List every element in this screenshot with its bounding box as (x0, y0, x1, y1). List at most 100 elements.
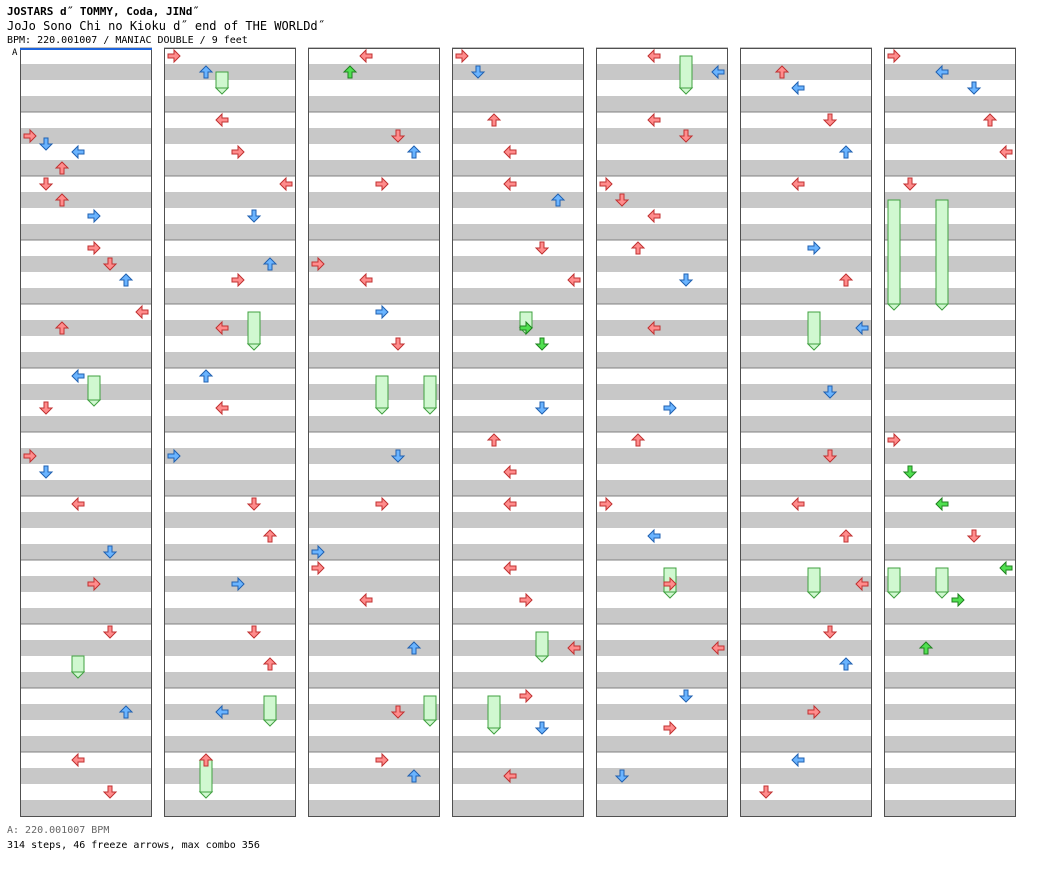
beat-band (452, 736, 584, 752)
beat-band (20, 336, 152, 352)
step-arrow-icon (822, 625, 838, 639)
freeze-tail (662, 591, 678, 599)
beat-band (452, 288, 584, 304)
beat-band (740, 352, 872, 368)
step-arrow-icon (663, 400, 677, 416)
beat-band (308, 656, 440, 672)
beat-band (308, 160, 440, 176)
step-arrow-icon (887, 432, 901, 448)
step-arrow-icon (246, 497, 262, 511)
step-arrow-icon (503, 560, 517, 576)
step-arrow-icon (791, 176, 805, 192)
beat-band (452, 720, 584, 736)
beat-band (596, 400, 728, 416)
step-arrow-icon (246, 209, 262, 223)
beat-band (884, 592, 1016, 608)
beat-band (20, 256, 152, 272)
step-arrow-icon (311, 560, 325, 576)
beat-band (596, 144, 728, 160)
beat-band (884, 464, 1016, 480)
beat-band (452, 160, 584, 176)
song-artist: JOSTARS d˝ TOMMY, Coda, JINd˝ (7, 5, 200, 18)
beat-band (20, 464, 152, 480)
beat-band (308, 560, 440, 576)
beat-band (452, 384, 584, 400)
step-arrow-icon (342, 65, 358, 79)
step-arrow-icon (279, 176, 293, 192)
beat-band (20, 624, 152, 640)
beat-band (20, 128, 152, 144)
beat-band (740, 64, 872, 80)
step-arrow-icon (838, 657, 854, 671)
beat-band (452, 304, 584, 320)
beat-band (20, 96, 152, 112)
freeze-body (71, 655, 85, 673)
step-arrow-icon (887, 48, 901, 64)
step-arrow-icon (711, 640, 725, 656)
step-arrow-icon (822, 113, 838, 127)
beat-band (596, 688, 728, 704)
beat-band (308, 48, 440, 64)
beat-band (308, 480, 440, 496)
step-arrow-icon (71, 496, 85, 512)
step-arrow-icon (647, 208, 661, 224)
beat-band (20, 432, 152, 448)
freeze-body (807, 567, 821, 593)
beat-band (596, 240, 728, 256)
beat-band (308, 688, 440, 704)
beat-band (164, 432, 296, 448)
step-arrow-icon (534, 401, 550, 415)
step-stats: 314 steps, 46 freeze arrows, max combo 3… (7, 840, 260, 851)
beat-band (20, 592, 152, 608)
freeze-body (487, 695, 501, 729)
step-arrow-icon (519, 592, 533, 608)
freeze-body (679, 55, 693, 89)
beat-band (308, 112, 440, 128)
step-arrow-icon (375, 304, 389, 320)
beat-band (20, 240, 152, 256)
beat-band (452, 400, 584, 416)
step-arrow-icon (519, 320, 533, 336)
step-arrow-icon (503, 176, 517, 192)
beat-band (596, 48, 728, 64)
beat-band (164, 256, 296, 272)
freeze-body (887, 567, 901, 593)
beat-band (164, 96, 296, 112)
beat-band (20, 800, 152, 816)
beat-band (164, 720, 296, 736)
beat-band (740, 592, 872, 608)
beat-band (884, 112, 1016, 128)
step-arrow-icon (838, 145, 854, 159)
beat-band (740, 560, 872, 576)
beat-band (884, 656, 1016, 672)
beat-band (596, 464, 728, 480)
beat-band (308, 256, 440, 272)
step-arrow-icon (951, 592, 965, 608)
beat-band (884, 336, 1016, 352)
step-arrow-icon (678, 689, 694, 703)
beat-band (20, 48, 152, 64)
beat-band (452, 592, 584, 608)
beat-band (596, 256, 728, 272)
beat-band (20, 688, 152, 704)
beat-band (308, 304, 440, 320)
beat-band (308, 288, 440, 304)
beat-band (20, 512, 152, 528)
beat-band (596, 288, 728, 304)
beat-band (164, 160, 296, 176)
beat-band (452, 112, 584, 128)
beat-band (164, 192, 296, 208)
beat-band (884, 160, 1016, 176)
step-arrow-icon (599, 176, 613, 192)
freeze-body (423, 375, 437, 409)
beat-band (740, 304, 872, 320)
beat-band (164, 624, 296, 640)
beat-band (164, 128, 296, 144)
beat-band (20, 720, 152, 736)
beat-band (884, 384, 1016, 400)
beat-band (308, 432, 440, 448)
beat-band (884, 640, 1016, 656)
freeze-body (263, 695, 277, 721)
step-arrow-icon (215, 320, 229, 336)
step-arrow-icon (758, 785, 774, 799)
